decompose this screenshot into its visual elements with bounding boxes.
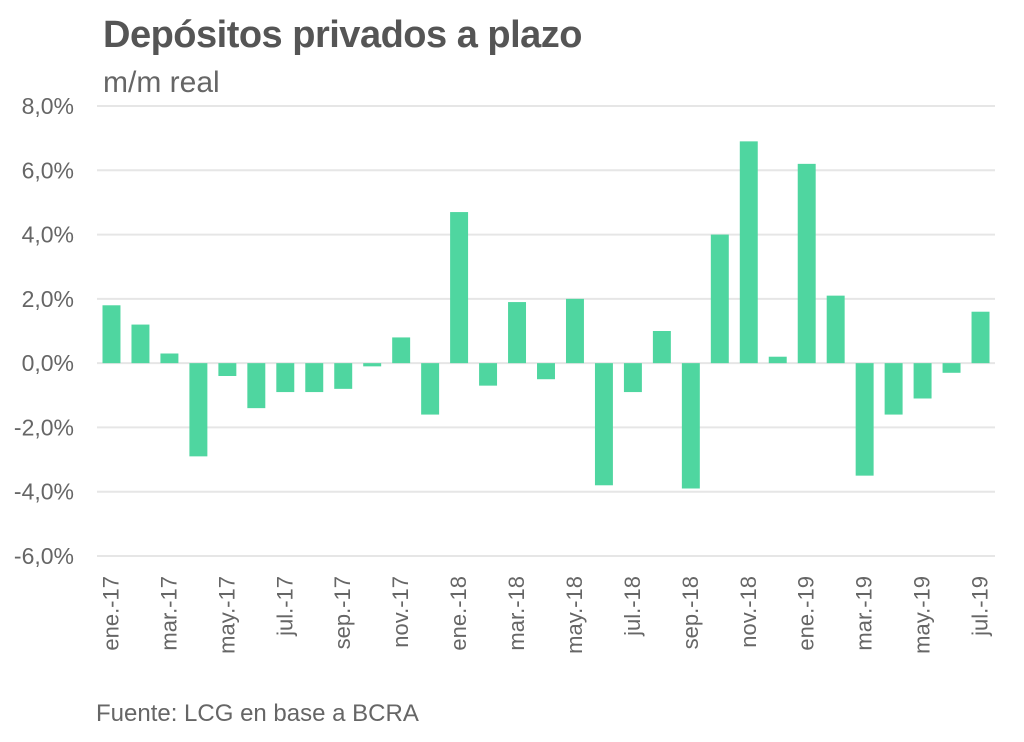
x-tick-label: may.-17 bbox=[214, 576, 239, 654]
x-tick-label: mar.-18 bbox=[504, 576, 529, 651]
bar-feb.-17 bbox=[131, 324, 150, 364]
bar-oct.-17 bbox=[363, 363, 382, 367]
bar-feb.-19 bbox=[826, 295, 845, 364]
gridlines bbox=[97, 105, 995, 557]
bar-mar.-17 bbox=[160, 353, 179, 364]
bar-ago.-18 bbox=[652, 331, 671, 364]
x-tick-label: ene.-19 bbox=[794, 576, 819, 651]
bar-abr.-19 bbox=[884, 363, 903, 415]
bar-mar.-18 bbox=[508, 302, 527, 364]
bar-dic.-18 bbox=[768, 356, 787, 364]
bars bbox=[102, 141, 990, 489]
bar-jun.-19 bbox=[942, 363, 961, 373]
bar-nov.-18 bbox=[739, 141, 758, 364]
source-note: Fuente: LCG en base a BCRA bbox=[96, 700, 419, 727]
bar-sep.-18 bbox=[681, 363, 700, 489]
x-tick-label: mar.-17 bbox=[156, 576, 181, 651]
x-tick-label: jul.-17 bbox=[272, 576, 297, 637]
chart-title: Depósitos privados a plazo bbox=[103, 14, 583, 56]
bar-jul.-18 bbox=[623, 363, 642, 393]
x-tick-label: sep.-17 bbox=[330, 576, 355, 649]
x-tick-label: ene.-17 bbox=[98, 576, 123, 651]
bar-ago.-17 bbox=[305, 363, 324, 393]
bar-jul.-17 bbox=[276, 363, 295, 393]
bar-oct.-18 bbox=[710, 234, 729, 364]
bar-mar.-19 bbox=[855, 363, 874, 476]
bar-may.-19 bbox=[913, 363, 932, 399]
y-tick-label: 6,0% bbox=[22, 157, 74, 183]
chart-subtitle: m/m real bbox=[103, 66, 220, 99]
x-tick-label: nov.-17 bbox=[388, 576, 413, 648]
x-tick-label: nov.-18 bbox=[736, 576, 761, 648]
bar-ene.-18 bbox=[450, 212, 469, 364]
x-tick-label: may.-19 bbox=[910, 576, 935, 654]
bar-may.-18 bbox=[565, 298, 584, 364]
bar-may.-17 bbox=[218, 363, 237, 376]
y-tick-label: 2,0% bbox=[22, 286, 74, 312]
bar-abr.-17 bbox=[189, 363, 208, 457]
x-tick-label: sep.-18 bbox=[678, 576, 703, 649]
bar-jun.-18 bbox=[594, 363, 613, 486]
y-tick-label: -2,0% bbox=[14, 414, 74, 440]
x-tick-label: jul.-19 bbox=[968, 576, 993, 637]
x-tick-label: ene.-18 bbox=[446, 576, 471, 651]
y-axis-ticks: 8,0% 6,0% 4,0% 2,0% 0,0% -2,0% -4,0% -6,0% bbox=[14, 93, 74, 569]
y-tick-label: 8,0% bbox=[22, 93, 74, 119]
y-tick-label: 0,0% bbox=[22, 350, 74, 376]
y-tick-label: -4,0% bbox=[14, 479, 74, 505]
x-tick-label: mar.-19 bbox=[852, 576, 877, 651]
y-tick-label: 4,0% bbox=[22, 222, 74, 248]
bar-sep.-17 bbox=[334, 363, 353, 389]
bar-ene.-17 bbox=[102, 305, 121, 364]
bar-jul.-19 bbox=[971, 311, 990, 364]
bar-nov.-17 bbox=[392, 337, 411, 364]
y-tick-label: -6,0% bbox=[14, 543, 74, 569]
bar-ene.-19 bbox=[797, 163, 816, 364]
x-tick-label: jul.-18 bbox=[620, 576, 645, 637]
bar-jun.-17 bbox=[247, 363, 266, 409]
bar-dic.-17 bbox=[421, 363, 440, 415]
x-tick-label: may.-18 bbox=[562, 576, 587, 654]
bar-feb.-18 bbox=[479, 363, 498, 386]
bar-abr.-18 bbox=[537, 363, 555, 380]
x-axis-ticks: ene.-17 mar.-17 may.-17 jul.-17 sep.-17 nov.-… bbox=[98, 576, 992, 654]
